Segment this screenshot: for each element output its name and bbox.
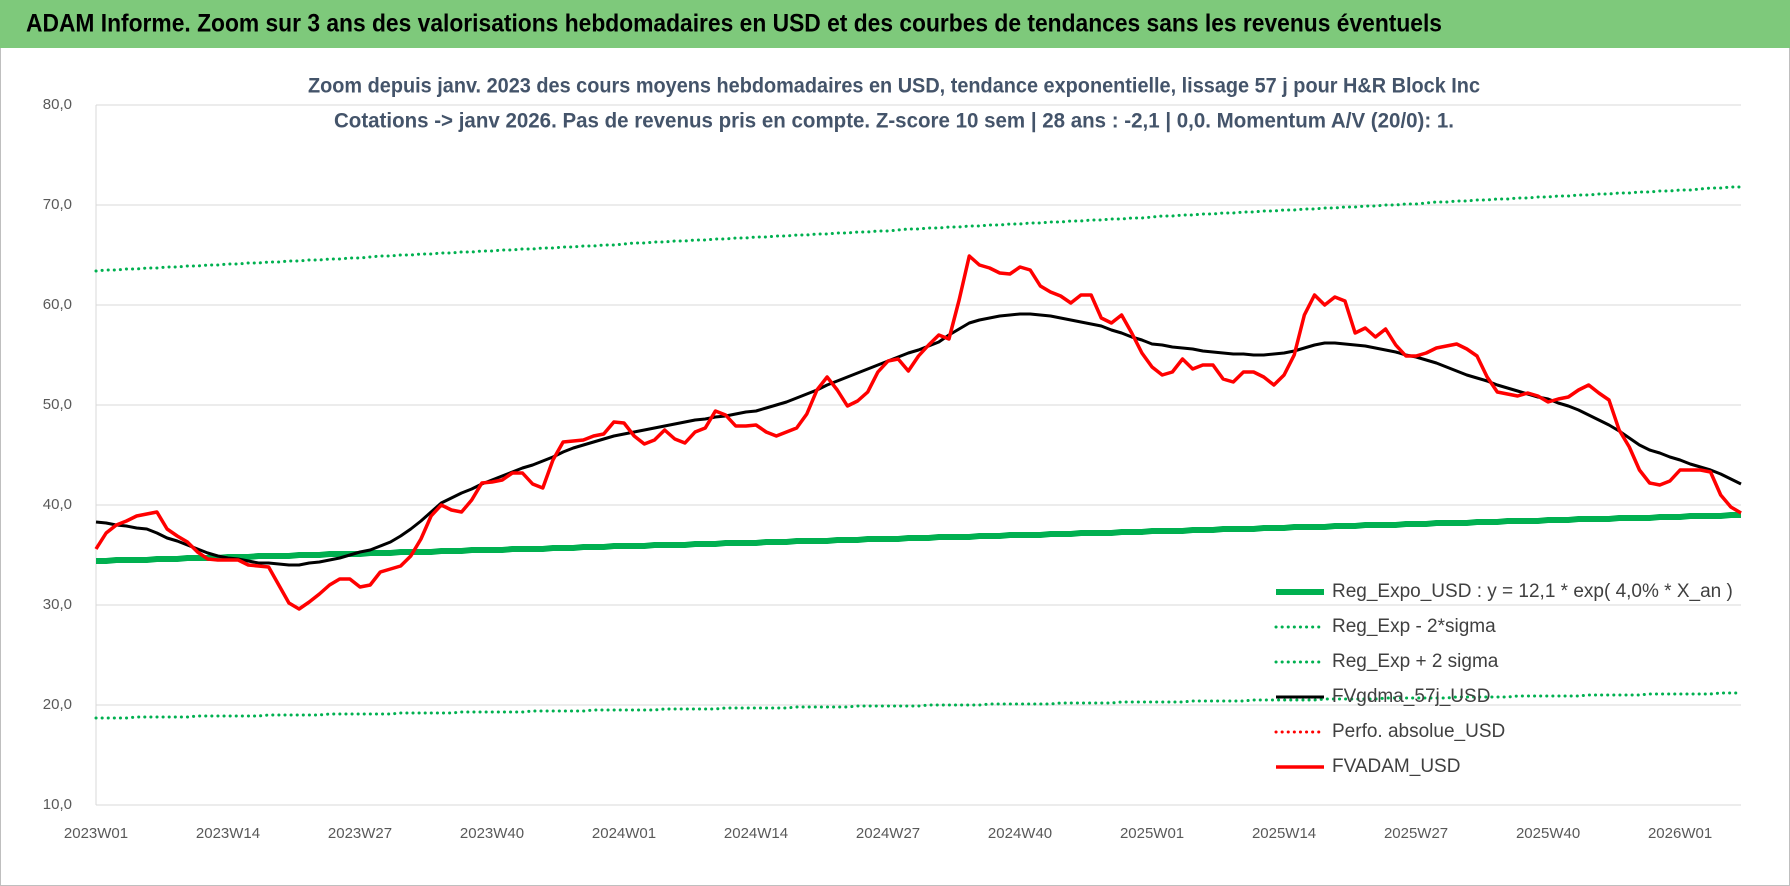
x-tick-label: 2023W40: [460, 825, 524, 842]
x-tick-label: 2024W27: [856, 825, 920, 842]
x-tick-label: 2024W01: [592, 825, 656, 842]
legend-label: Perfo. absolue_USD: [1332, 721, 1505, 742]
chart-subtitle: Cotations -> janv 2026. Pas de revenus p…: [334, 110, 1454, 133]
x-tick-label: 2025W40: [1516, 825, 1580, 842]
series-line: [96, 512, 1741, 564]
y-tick-label: 60,0: [43, 296, 72, 313]
y-tick-label: 80,0: [43, 96, 72, 113]
x-tick-label: 2025W01: [1120, 825, 1184, 842]
x-tick-label: 2023W14: [196, 825, 260, 842]
plot-area: [94, 185, 1743, 720]
x-tick-label: 2025W27: [1384, 825, 1448, 842]
series-line: [94, 185, 1743, 273]
chart-title: ADAM Informe. Zoom sur 3 ans des valoris…: [26, 10, 1442, 38]
legend-label: FVADAM_USD: [1332, 756, 1460, 777]
x-tick-label: 2026W01: [1648, 825, 1712, 842]
x-tick-label: 2024W14: [724, 825, 788, 842]
x-tick-label: 2024W40: [988, 825, 1052, 842]
x-tick-label: 2023W01: [64, 825, 128, 842]
y-tick-label: 10,0: [43, 796, 72, 813]
legend-label: Reg_Expo_USD : y = 12,1 * exp( 4,0% * X_…: [1332, 581, 1733, 602]
legend-label: Reg_Exp - 2*sigma: [1332, 616, 1496, 637]
y-tick-label: 20,0: [43, 696, 72, 713]
legend-label: Reg_Exp + 2 sigma: [1332, 651, 1499, 672]
legend-label: FVgdma_57j_USD: [1332, 686, 1490, 707]
grid: 10,0 20,0 30,0 40,0 50,0 60,0 70,0 80,0 2023W01 2…: [43, 96, 1741, 842]
x-tick-label: 2025W14: [1252, 825, 1316, 842]
header-bar: [0, 0, 1790, 48]
chart-subtitle: Zoom depuis janv. 2023 des cours moyens …: [308, 75, 1480, 98]
series-line: [95, 312, 1742, 567]
y-tick-label: 30,0: [43, 596, 72, 613]
y-tick-label: 40,0: [43, 496, 72, 513]
y-tick-label: 50,0: [43, 396, 72, 413]
series-line: [94, 254, 1742, 611]
y-tick-label: 70,0: [43, 196, 72, 213]
x-tick-label: 2023W27: [328, 825, 392, 842]
legend: Reg_Expo_USD : y = 12,1 * exp( 4,0% * X_…: [1274, 581, 1733, 777]
series-line: [94, 691, 1743, 720]
